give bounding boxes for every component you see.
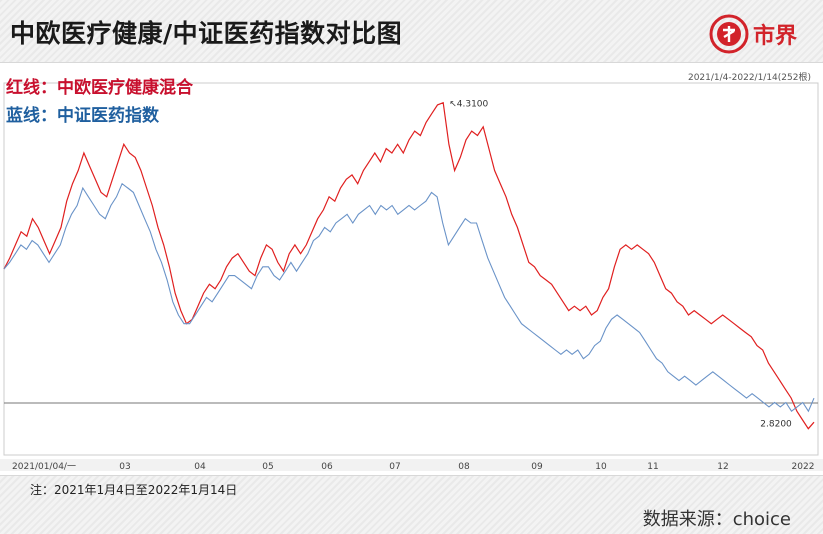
x-tick-label: 10 <box>595 462 607 472</box>
x-tick-label: 04 <box>194 462 206 472</box>
x-tick-label: 06 <box>321 462 333 472</box>
x-tick-label: 07 <box>389 462 400 472</box>
brand-logo: 市界 <box>709 14 797 54</box>
x-tick-label: 2022 <box>792 462 815 472</box>
brand-name: 市界 <box>752 24 797 49</box>
x-tick-label: 12 <box>717 462 728 472</box>
legend-blue-series: 蓝线：中证医药指数 <box>6 106 159 126</box>
max-annotation: ↖4.3100 <box>449 100 488 110</box>
series-line-red <box>3 101 815 430</box>
x-tick-label: 03 <box>119 462 130 472</box>
plot-frame <box>3 82 819 456</box>
x-tick-label: 08 <box>458 462 470 472</box>
page-title: 中欧医疗健康/中证医药指数对比图 <box>10 19 403 48</box>
x-axis-band <box>0 459 823 471</box>
x-tick-label: 09 <box>531 462 543 472</box>
min-annotation: 2.8200 <box>760 420 792 430</box>
x-tick-label: 05 <box>262 462 273 472</box>
series-line-blue <box>3 182 815 413</box>
chart-panel: 2021/01/04/一 03 04 05 06 07 08 09 10 11 12 2022 ↖4.3… <box>0 62 823 476</box>
x-tick-label: 2021/01/04/一 <box>12 462 76 472</box>
x-tick-label: 11 <box>647 462 658 472</box>
date-range-label: 2021/1/4-2022/1/14(252根) <box>687 73 811 83</box>
data-source: 数据来源：choice <box>642 509 791 530</box>
legend-red-series: 红线：中欧医疗健康混合 <box>6 78 193 98</box>
brand-circle-icon <box>709 14 749 54</box>
line-chart: 2021/01/04/一 03 04 05 06 07 08 09 10 11 12 2022 ↖4.3… <box>0 82 823 472</box>
footnote: 注：2021年1月4日至2022年1月14日 <box>30 483 238 497</box>
